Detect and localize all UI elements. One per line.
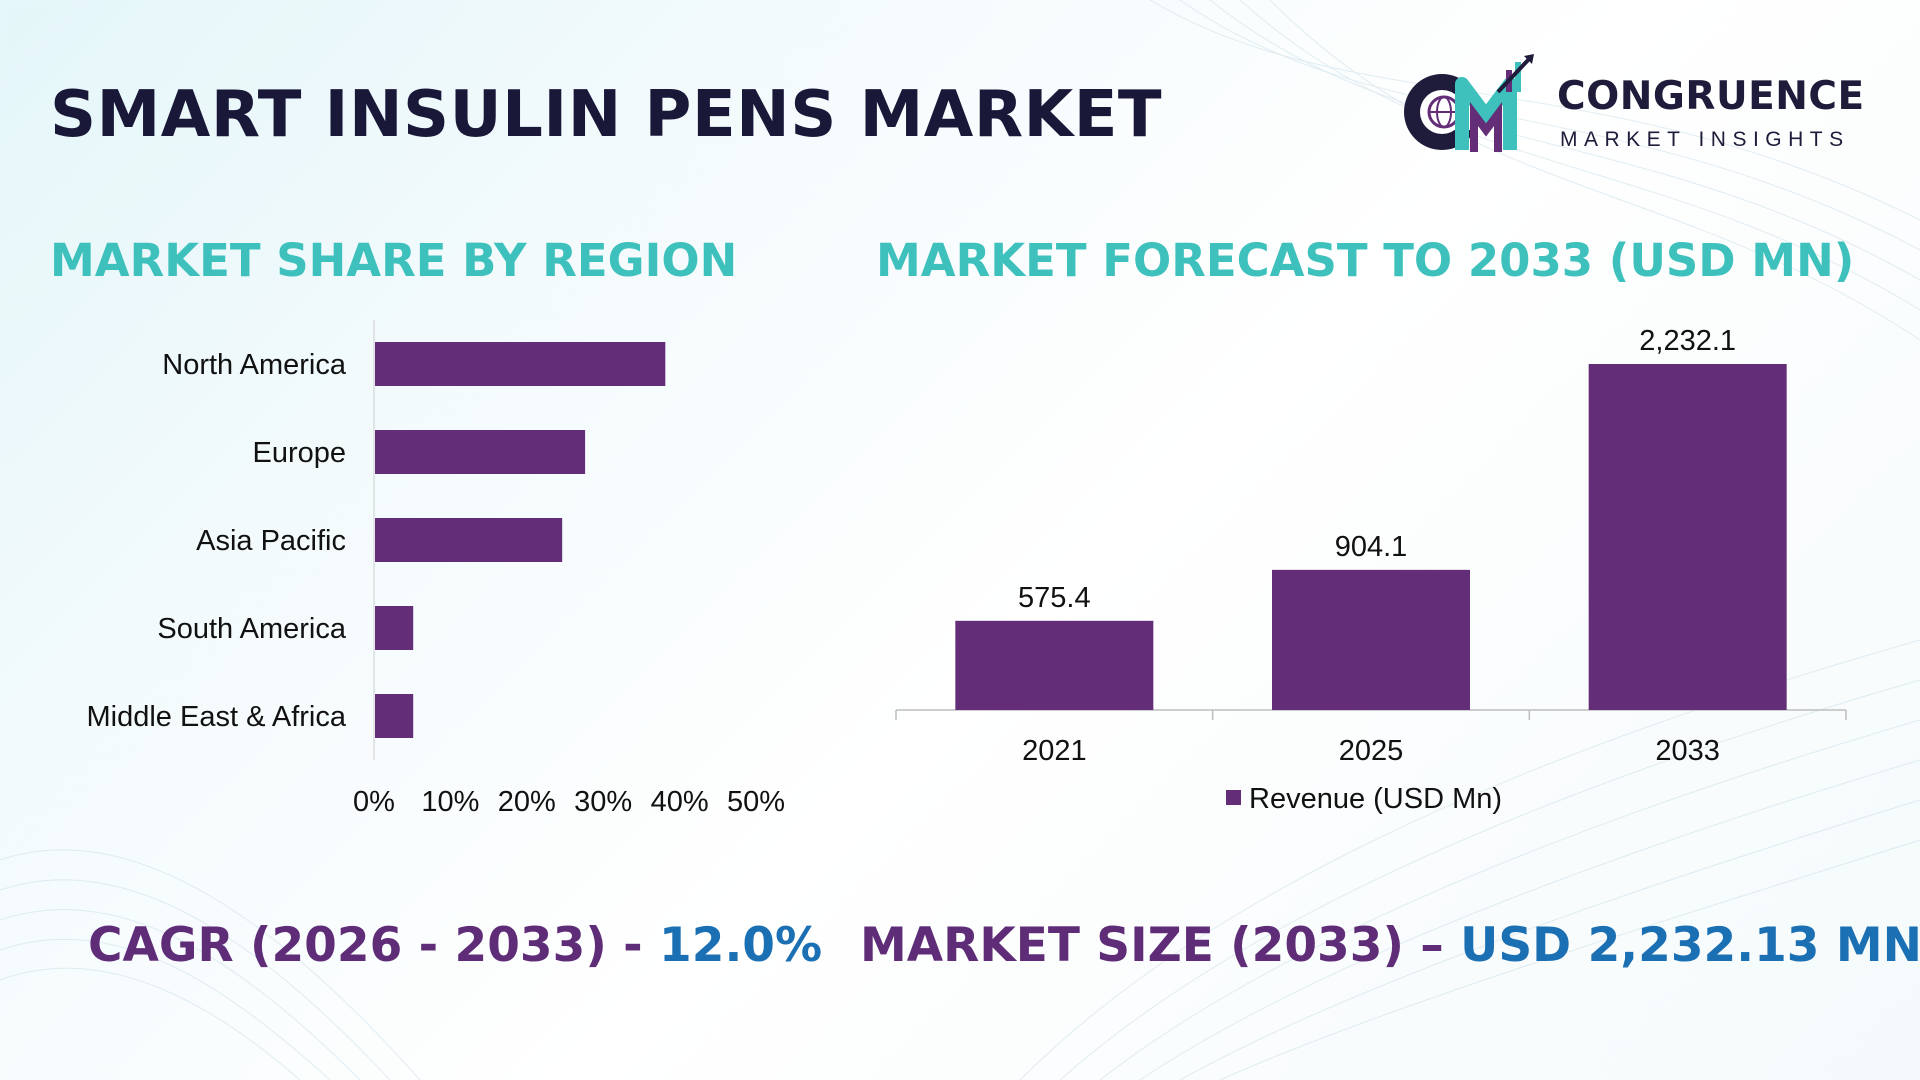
x-tick-label: 10% — [421, 786, 479, 818]
logo-name: CONGRUENCE — [1557, 74, 1865, 119]
revenue-bar — [1272, 569, 1470, 710]
forecast-section-title: MARKET FORECAST TO 2033 (USD MN) — [876, 234, 1855, 287]
x-tick-label: 2021 — [1022, 735, 1087, 767]
legend-swatch — [1226, 790, 1241, 805]
cagr-value: 12.0% — [659, 918, 823, 973]
region-bar — [375, 430, 586, 474]
cagr-label: CAGR (2026 - 2033) - — [88, 918, 660, 973]
cagr-stat: CAGR (2026 - 2033) - 12.0% — [88, 918, 822, 973]
category-label: Europe — [252, 437, 346, 469]
x-tick-label: 20% — [498, 786, 556, 818]
data-label: 2,232.1 — [1639, 325, 1736, 357]
logo-mark-icon — [1404, 54, 1534, 152]
revenue-bar — [955, 620, 1154, 710]
data-label: 904.1 — [1335, 531, 1408, 563]
region-bar — [375, 606, 414, 650]
market-size-label: MARKET SIZE (2033) – — [860, 918, 1461, 973]
congruence-logo — [1400, 52, 1540, 156]
revenue-bar — [1588, 364, 1787, 710]
region-bar — [375, 342, 666, 386]
page-title: SMART INSULIN PENS MARKET — [50, 78, 1163, 152]
x-tick-label: 0% — [353, 786, 395, 818]
data-label: 575.4 — [1018, 582, 1091, 614]
category-label: North America — [162, 349, 347, 381]
x-tick-label: 2033 — [1655, 735, 1720, 767]
forecast-chart: 575.4 2021 904.1 2025 2,232.1 2033 Revenue (US… — [895, 325, 1847, 815]
x-tick-label: 50% — [727, 786, 785, 818]
x-tick-label: 2025 — [1339, 735, 1404, 767]
category-label: Asia Pacific — [196, 525, 346, 557]
category-label: South America — [157, 613, 346, 645]
region-section-title: MARKET SHARE BY REGION — [50, 234, 738, 287]
legend-label: Revenue (USD Mn) — [1249, 783, 1502, 815]
region-share-chart: North America Europe Asia Pacific South Ame… — [87, 320, 785, 818]
logo-tagline: MARKET INSIGHTS — [1560, 128, 1850, 151]
category-label: Middle East & Africa — [87, 701, 347, 733]
region-bar — [375, 694, 414, 738]
market-size-value: USD 2,232.13 MN — [1460, 918, 1920, 973]
region-bar — [375, 518, 563, 562]
x-tick-label: 30% — [574, 786, 632, 818]
market-size-stat: MARKET SIZE (2033) – USD 2,232.13 MN — [860, 918, 1920, 973]
x-tick-label: 40% — [651, 786, 709, 818]
